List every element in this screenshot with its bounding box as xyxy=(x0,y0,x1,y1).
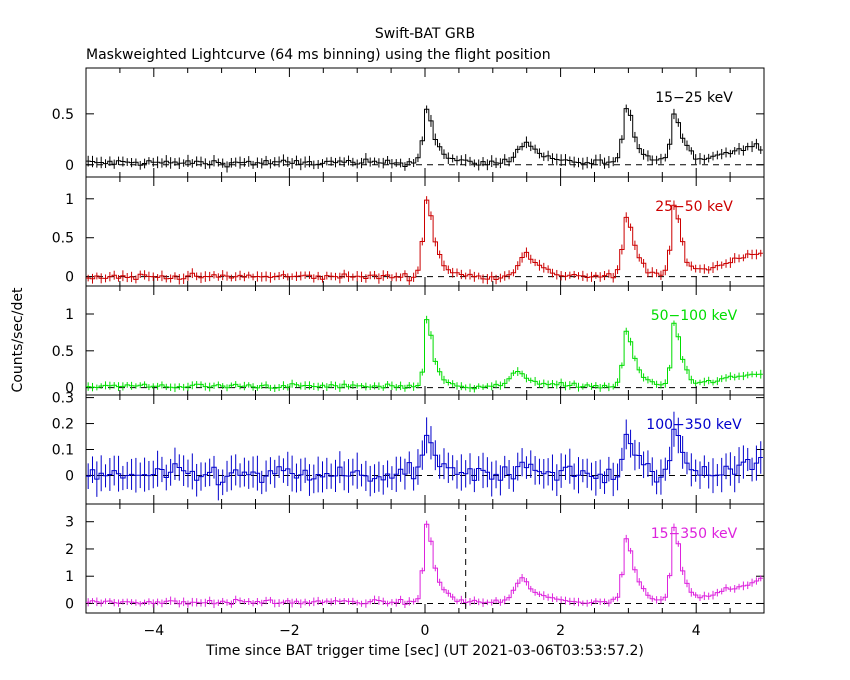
y-tick-label: 0 xyxy=(65,270,74,286)
y-tick-label: 0.3 xyxy=(52,391,74,407)
y-tick-label: 0 xyxy=(65,468,74,484)
x-tick-label: 4 xyxy=(692,623,701,639)
panel-4: 0 0.1 0.2 0.3 100−350 keV xyxy=(52,391,765,505)
series-line xyxy=(86,319,763,390)
panel-2: 0 0.5 1 25−50 keV xyxy=(52,176,765,287)
y-tick-label: 0 xyxy=(65,596,74,612)
y-tick-label: 1 xyxy=(65,569,74,585)
y-tick-label: 3 xyxy=(65,515,74,531)
chart-title: Swift-BAT GRB xyxy=(375,26,475,42)
band-label: 25−50 keV xyxy=(655,199,733,215)
x-tick-label: −2 xyxy=(279,623,300,639)
panel-5: 0 1 2 3 15−350 keV xyxy=(65,503,765,614)
band-label: 15−350 keV xyxy=(651,526,738,542)
y-tick-label: 0.1 xyxy=(52,443,74,459)
x-axis-label: Time since BAT trigger time [sec] (UT 20… xyxy=(205,643,644,659)
y-tick-label: 0.5 xyxy=(52,344,74,360)
y-tick-label: 0 xyxy=(65,158,74,174)
chart-subtitle: Maskweighted Lightcurve (64 ms binning) … xyxy=(86,47,551,63)
y-tick-label: 0.5 xyxy=(52,107,74,123)
series-line xyxy=(86,199,763,282)
y-axis-label: Counts/sec/det xyxy=(10,287,26,392)
y-tick-label: 0.5 xyxy=(52,231,74,247)
band-label: 15−25 keV xyxy=(655,90,733,106)
y-tick-label: 0 xyxy=(65,381,74,397)
series-line xyxy=(86,108,763,168)
y-tick-label: 0.2 xyxy=(52,417,74,433)
panel-1: 0 0.5 15−25 keV xyxy=(52,67,765,178)
series-line xyxy=(86,428,763,486)
series-line xyxy=(86,523,763,605)
band-label: 50−100 keV xyxy=(651,308,738,324)
band-label: 100−350 keV xyxy=(646,417,742,433)
y-tick-label: 2 xyxy=(65,542,74,558)
y-tick-label: 1 xyxy=(65,192,74,208)
x-tick-label: 2 xyxy=(556,623,565,639)
x-tick-label: −4 xyxy=(143,623,164,639)
y-tick-label: 1 xyxy=(65,307,74,323)
panel-stack: 0 0.5 15−25 keV 0 0.5 1 25−50 keV 0 0.5 1 50−100 k… xyxy=(52,67,765,639)
x-tick-label: 0 xyxy=(421,623,430,639)
panel-3: 0 0.5 1 50−100 keV xyxy=(52,285,765,397)
